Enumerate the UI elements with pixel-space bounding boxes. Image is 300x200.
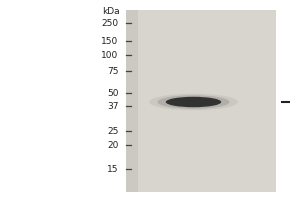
Text: 37: 37 (107, 102, 118, 111)
Text: 20: 20 (107, 140, 118, 149)
Bar (126, 10, 276, 192)
Text: 15: 15 (107, 164, 118, 173)
Text: 50: 50 (107, 88, 118, 98)
Bar (138, 10, 276, 192)
Bar (179, 10, 193, 192)
Bar (152, 10, 166, 192)
Text: 25: 25 (107, 127, 118, 136)
Bar (221, 10, 235, 192)
Bar (235, 10, 248, 192)
Text: 100: 100 (101, 50, 118, 60)
Ellipse shape (158, 95, 230, 109)
Bar (193, 10, 207, 192)
Text: 150: 150 (101, 36, 118, 46)
Ellipse shape (166, 97, 221, 107)
Text: 250: 250 (101, 19, 118, 27)
Ellipse shape (149, 94, 238, 110)
Bar (248, 10, 262, 192)
Text: 75: 75 (107, 66, 118, 75)
Bar (138, 10, 152, 192)
Text: kDa: kDa (102, 7, 120, 16)
Bar (262, 10, 276, 192)
Bar (207, 10, 221, 192)
Bar (166, 10, 179, 192)
